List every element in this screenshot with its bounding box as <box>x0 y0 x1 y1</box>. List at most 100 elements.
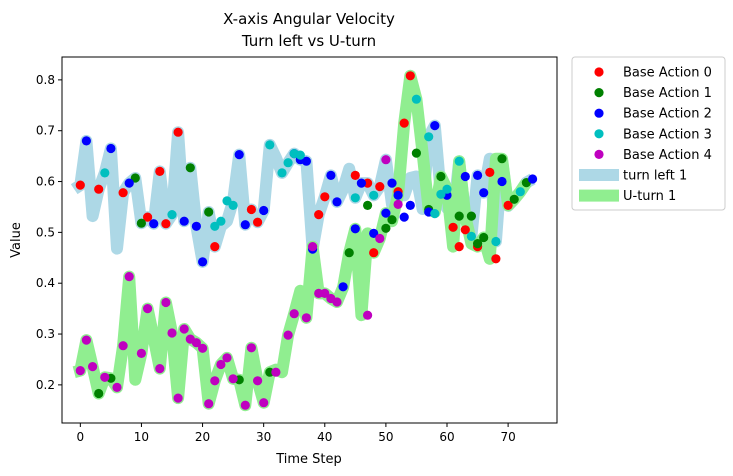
point-series-2 <box>528 174 538 184</box>
legend-marker <box>594 88 604 98</box>
point-series-1 <box>454 211 464 221</box>
point-series-0 <box>454 242 464 252</box>
point-series-3 <box>210 221 220 231</box>
point-series-4 <box>136 348 146 358</box>
point-series-3 <box>277 168 287 178</box>
legend-label: Base Action 4 <box>623 148 712 163</box>
point-series-4 <box>198 343 208 353</box>
point-series-3 <box>295 150 305 160</box>
x-tick-label: 60 <box>439 430 454 444</box>
x-tick-label: 40 <box>317 430 332 444</box>
point-series-4 <box>204 399 214 409</box>
point-series-0 <box>399 118 409 128</box>
point-series-2 <box>191 221 201 231</box>
point-series-2 <box>393 190 403 200</box>
point-series-1 <box>436 171 446 182</box>
plot-frame <box>61 56 558 424</box>
point-series-1 <box>94 388 104 399</box>
legend-label: Base Action 3 <box>623 127 712 142</box>
point-series-2 <box>332 197 342 207</box>
point-series-3 <box>491 236 501 247</box>
point-series-0 <box>503 200 513 210</box>
point-series-2 <box>387 178 397 188</box>
legend-label: U-turn 1 <box>623 189 676 204</box>
point-series-3 <box>430 209 440 219</box>
point-series-1 <box>509 194 519 204</box>
point-series-0 <box>155 166 165 176</box>
point-series-1 <box>136 218 146 228</box>
point-series-0 <box>485 167 495 177</box>
point-series-4 <box>155 364 165 374</box>
point-series-2 <box>326 170 336 180</box>
point-series-2 <box>81 136 91 146</box>
point-series-2 <box>259 205 269 216</box>
point-series-2 <box>405 200 415 210</box>
legend-label: Base Action 1 <box>623 86 712 101</box>
point-series-3 <box>167 210 177 220</box>
point-series-2 <box>430 121 440 131</box>
point-series-0 <box>350 170 360 180</box>
point-series-0 <box>161 219 171 229</box>
point-series-3 <box>350 193 360 203</box>
y-axis-label: Value <box>9 222 24 258</box>
point-series-0 <box>173 127 183 137</box>
point-series-4 <box>301 313 311 323</box>
point-series-0 <box>75 180 85 190</box>
point-series-3 <box>515 187 525 197</box>
point-series-1 <box>479 232 489 243</box>
y-tick-label: 0.3 <box>36 327 55 341</box>
point-series-4 <box>173 393 183 403</box>
point-series-3 <box>466 231 476 241</box>
point-series-4 <box>222 353 232 363</box>
point-series-3 <box>283 158 293 168</box>
point-series-2 <box>301 156 311 166</box>
point-series-4 <box>320 288 330 298</box>
point-series-3 <box>265 140 275 150</box>
y-tick-label: 0.5 <box>36 225 55 239</box>
point-series-4 <box>283 330 293 340</box>
point-series-1 <box>466 211 476 221</box>
point-series-0 <box>369 248 379 258</box>
point-series-1 <box>387 215 397 225</box>
x-tick-label: 0 <box>77 430 85 444</box>
point-series-2 <box>460 171 470 182</box>
chart-title: X-axis Angular Velocity <box>223 10 395 28</box>
point-series-2 <box>399 212 409 222</box>
point-series-2 <box>124 178 134 188</box>
point-series-4 <box>246 343 256 353</box>
point-series-3 <box>442 184 452 194</box>
y-tick-label: 0.4 <box>36 276 55 290</box>
point-series-0 <box>448 222 458 232</box>
x-tick-label: 70 <box>500 430 515 444</box>
point-series-2 <box>179 216 189 226</box>
legend-label: Base Action 2 <box>623 107 712 122</box>
legend-marker <box>594 149 604 159</box>
legend-marker <box>594 67 604 77</box>
point-series-1 <box>497 154 507 164</box>
point-series-4 <box>259 398 269 408</box>
point-series-0 <box>405 71 415 81</box>
point-series-0 <box>246 204 256 215</box>
legend-label: Base Action 0 <box>623 66 712 81</box>
point-series-4 <box>332 297 342 307</box>
point-series-4 <box>216 359 226 370</box>
point-series-4 <box>375 233 385 244</box>
point-series-3 <box>228 200 238 210</box>
point-series-0 <box>320 192 330 202</box>
point-series-0 <box>94 184 104 194</box>
legend-band-swatch <box>579 169 619 181</box>
y-tick-label: 0.6 <box>36 175 55 189</box>
legend-label: turn left 1 <box>623 169 687 184</box>
point-series-4 <box>161 297 171 308</box>
x-axis-label: Time Step <box>275 452 342 467</box>
point-series-2 <box>497 176 507 187</box>
point-series-2 <box>240 220 250 230</box>
point-series-2 <box>473 170 483 180</box>
axes-layer: 0 10 20 30 40 50 60 70 0.2 0.3 0.4 0.5 0.6 0.7 0.8 <box>36 73 516 444</box>
point-series-0 <box>210 242 220 252</box>
point-series-1 <box>411 148 421 158</box>
point-series-2 <box>381 208 391 218</box>
point-series-0 <box>375 182 385 192</box>
point-series-2 <box>369 228 379 238</box>
